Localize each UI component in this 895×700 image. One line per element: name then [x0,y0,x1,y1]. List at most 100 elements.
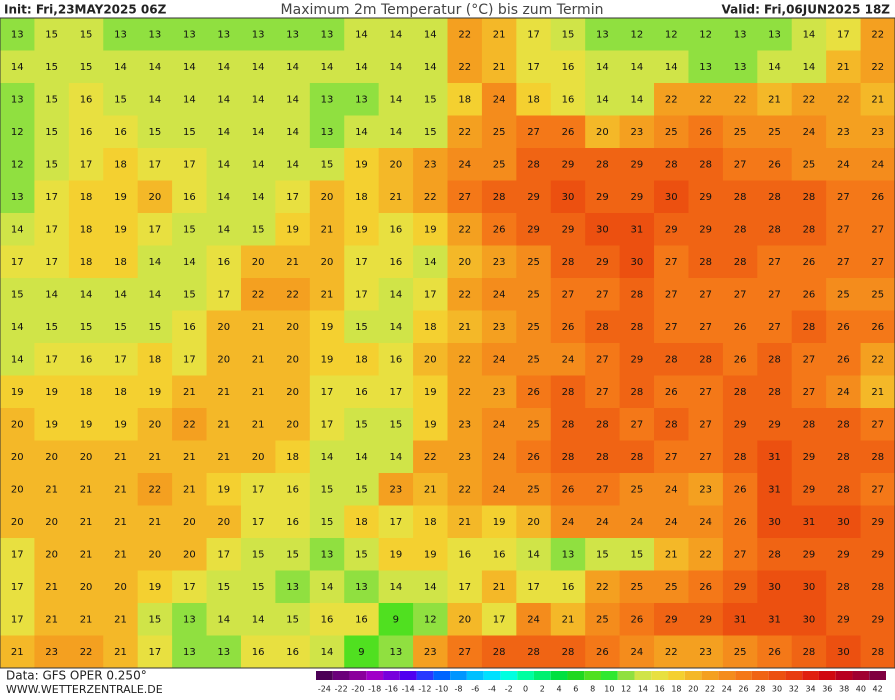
temperature-cell [619,180,655,214]
temperature-cell [757,375,793,409]
temperature-cell [860,50,895,84]
temperature-cell [172,343,208,376]
temperature-cell [275,310,311,344]
temperature-cell [68,278,104,311]
temperature-value: 14 [355,452,368,463]
temperature-value: 22 [458,29,471,40]
temperature-cell [240,375,276,409]
temperature-value: 26 [527,387,540,398]
temperature-cell [206,343,242,376]
temperature-cell [68,50,104,84]
temperature-cell [654,83,689,116]
temperature-cell [68,245,104,279]
temperature-cell [516,50,552,84]
temperature-value: 27 [596,354,609,365]
temperature-value: 14 [527,549,540,560]
temperature-cell [654,50,689,84]
temperature-value: 29 [803,484,816,495]
temperature-value: 14 [45,289,58,300]
temperature-cell [413,343,448,376]
temperature-value: 16 [562,62,575,73]
temperature-cell [688,408,724,441]
temperature-value: 17 [11,257,24,268]
temperature-cell [791,115,827,149]
temperature-value: 14 [596,62,609,73]
temperature-value: 27 [562,289,575,300]
temperature-field [0,18,895,669]
temperature-value: 20 [183,549,196,560]
temperature-cell [860,408,895,441]
temperature-value: 13 [286,29,299,40]
temperature-value: 23 [699,647,712,658]
temperature-cell [654,408,689,441]
temperature-cell [206,213,242,246]
temperature-cell [619,505,655,539]
temperature-value: 27 [734,549,747,560]
temperature-cell [447,213,483,246]
scale-swatch [751,671,769,680]
temperature-cell [688,83,724,116]
temperature-value: 17 [493,614,506,625]
temperature-value: 22 [699,94,712,105]
temperature-cell [344,473,380,506]
temperature-value: 9 [393,614,399,625]
temperature-value: 28 [803,322,816,333]
temperature-cell [757,180,793,214]
temperature-cell [757,635,793,669]
temperature-cell [481,115,517,149]
temperature-cell [378,570,414,604]
temperature-value: 21 [217,419,230,430]
temperature-value: 18 [80,387,93,398]
temperature-cell [550,213,586,246]
temperature-cell [103,505,139,539]
temperature-value: 28 [527,159,540,170]
temperature-value: 24 [630,647,643,658]
temperature-cell [206,538,242,571]
temperature-cell [344,505,380,539]
scale-swatch [349,671,367,680]
temperature-cell [722,603,758,636]
temperature-value: 14 [286,127,299,138]
temperature-value: 25 [527,354,540,365]
temperature-value: 15 [286,614,299,625]
temperature-cell [688,603,724,636]
temperature-cell [172,180,208,214]
temperature-value: 16 [389,354,402,365]
temperature-value: 15 [389,419,402,430]
temperature-cell [791,505,827,539]
temperature-cell [0,83,35,116]
temperature-cell [413,375,448,409]
temperature-value: 20 [458,614,471,625]
temperature-value: 21 [321,289,334,300]
temperature-cell [791,148,827,181]
scale-swatch [483,671,501,680]
temperature-value: 28 [734,387,747,398]
temperature-cell [481,343,517,376]
temperature-value: 18 [149,354,162,365]
temperature-cell [688,343,724,376]
temperature-cell [413,278,448,311]
temperature-value: 15 [562,29,575,40]
temperature-value: 28 [562,257,575,268]
temperature-cell [791,635,827,669]
temperature-cell [137,570,173,604]
scale-label: 0 [523,685,528,694]
temperature-cell [206,440,242,474]
temperature-cell [447,505,483,539]
temperature-value: 14 [252,94,265,105]
scale-swatch [684,671,702,680]
temperature-value: 14 [803,29,816,40]
temperature-value: 21 [562,614,575,625]
temperature-value: 17 [183,582,196,593]
temperature-value: 23 [458,419,471,430]
temperature-cell [34,278,70,311]
temperature-cell [447,278,483,311]
temperature-value: 30 [768,517,781,528]
temperature-value: 17 [183,159,196,170]
scale-swatch [651,671,669,680]
temperature-cell [826,83,862,116]
temperature-cell [137,343,173,376]
temperature-cell [722,83,758,116]
temperature-cell [137,245,173,279]
temperature-value: 15 [11,289,24,300]
